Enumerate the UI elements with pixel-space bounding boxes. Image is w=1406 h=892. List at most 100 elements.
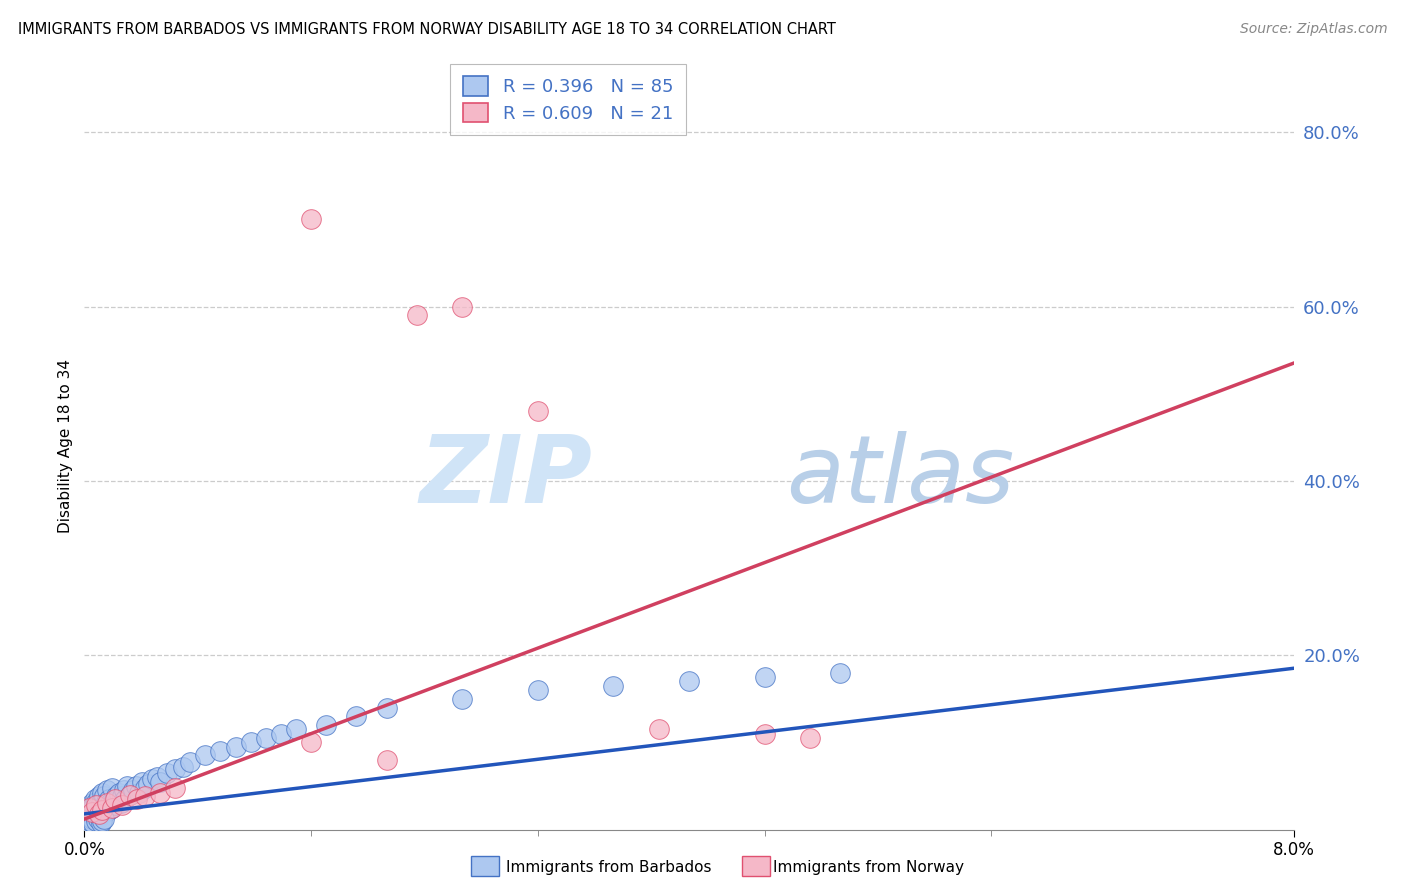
Point: [97, 792, 120, 806]
Point: [125, 779, 148, 793]
Legend: R = 0.396   N = 85, R = 0.609   N = 21: R = 0.396 N = 85, R = 0.609 N = 21: [450, 64, 686, 136]
Point: [105, 789, 128, 804]
Point: [84, 809, 107, 823]
Point: [165, 762, 187, 776]
Point: [799, 731, 821, 745]
Point: [90, 806, 112, 821]
Point: [77, 815, 100, 830]
Point: [156, 765, 179, 780]
Point: [77, 801, 100, 815]
Point: [80, 812, 103, 826]
Point: [136, 777, 159, 791]
Point: [134, 780, 156, 795]
Point: [96, 798, 118, 813]
Point: [121, 783, 143, 797]
Point: [101, 795, 124, 809]
Point: [82, 809, 104, 823]
Point: [194, 748, 217, 763]
Point: [131, 774, 153, 789]
Point: [108, 786, 131, 800]
Point: [527, 404, 550, 418]
Point: [97, 804, 120, 818]
Point: [127, 792, 149, 806]
Point: [93, 801, 115, 815]
Point: [84, 792, 107, 806]
Point: [84, 805, 107, 819]
Point: [112, 783, 135, 797]
Point: [91, 804, 114, 818]
Point: [602, 679, 624, 693]
Point: [89, 809, 111, 823]
Point: [91, 814, 114, 828]
Point: [79, 806, 101, 821]
Point: [82, 798, 104, 813]
Point: [285, 723, 308, 737]
Point: [406, 308, 429, 322]
Point: [451, 300, 474, 314]
Point: [111, 798, 134, 813]
Point: [134, 789, 156, 804]
Point: [82, 815, 104, 830]
Point: [100, 780, 122, 795]
Y-axis label: Disability Age 18 to 34: Disability Age 18 to 34: [58, 359, 73, 533]
Point: [86, 798, 108, 813]
Point: [87, 798, 110, 813]
Point: [100, 801, 122, 815]
Point: [754, 726, 776, 740]
Point: [375, 753, 398, 767]
Point: [375, 700, 398, 714]
Point: [754, 670, 776, 684]
Point: [118, 788, 141, 802]
Point: [209, 744, 232, 758]
Point: [80, 805, 103, 819]
Point: [89, 809, 111, 823]
Point: [80, 804, 103, 818]
Point: [830, 665, 852, 680]
Point: [110, 797, 132, 811]
Point: [91, 792, 114, 806]
Point: [114, 792, 136, 806]
Point: [86, 801, 108, 815]
Point: [80, 797, 103, 811]
Point: [84, 812, 107, 826]
Point: [165, 780, 187, 795]
Point: [86, 806, 108, 821]
Point: [141, 772, 163, 786]
Point: [239, 735, 262, 749]
Point: [96, 797, 118, 811]
Point: [111, 789, 134, 804]
Point: [86, 795, 108, 809]
Point: [107, 792, 129, 806]
Point: [128, 786, 150, 800]
Text: atlas: atlas: [786, 431, 1014, 522]
Point: [104, 798, 127, 813]
Point: [94, 805, 117, 819]
Text: Immigrants from Norway: Immigrants from Norway: [773, 860, 965, 874]
Point: [648, 723, 671, 737]
Point: [87, 805, 110, 819]
Point: [146, 770, 169, 784]
Point: [96, 783, 118, 797]
Point: [179, 755, 201, 769]
Point: [451, 691, 474, 706]
Point: [93, 812, 115, 826]
Text: ZIP: ZIP: [419, 431, 592, 523]
Point: [115, 779, 138, 793]
Point: [254, 731, 277, 745]
Point: [172, 760, 194, 774]
Point: [98, 797, 121, 811]
Point: [86, 814, 108, 828]
Point: [149, 774, 172, 789]
Point: [678, 674, 700, 689]
Point: [93, 789, 115, 804]
Point: [225, 739, 247, 754]
Point: [270, 726, 292, 740]
Point: [77, 801, 100, 815]
Point: [90, 797, 112, 811]
Point: [346, 709, 368, 723]
Point: [315, 718, 337, 732]
Point: [100, 801, 122, 815]
Point: [87, 812, 110, 826]
Point: [149, 786, 172, 800]
Point: [89, 806, 111, 821]
